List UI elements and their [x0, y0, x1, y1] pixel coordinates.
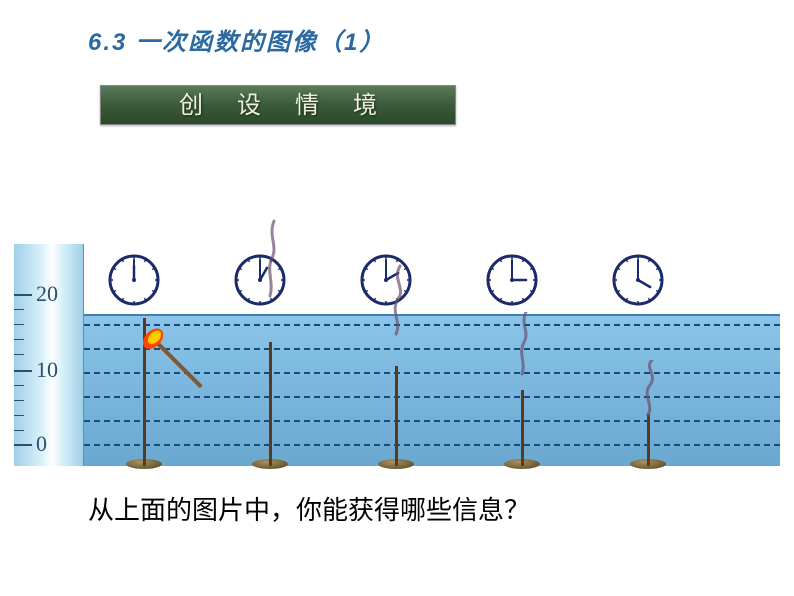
banner-text: 创 设 情 境 [179, 93, 391, 119]
smoke-icon [386, 356, 416, 466]
water-gridline [84, 420, 780, 422]
question-text: 从上面的图片中，你能获得哪些信息？ [88, 490, 530, 527]
ruler-tick-major [14, 444, 32, 446]
section-banner: 创 设 情 境 [100, 85, 456, 125]
clock-icon [108, 254, 160, 306]
ruler-label: 0 [36, 431, 47, 457]
ruler-tick-minor [14, 415, 24, 416]
smoke-icon [512, 380, 542, 466]
clock-icon [486, 254, 538, 306]
page-title: 6.3 一次函数的图像（1） [88, 22, 385, 57]
ruler-label: 10 [36, 357, 58, 383]
ruler-tick-minor [14, 400, 24, 401]
ruler-tick-minor [14, 430, 24, 431]
ruler-tick-minor [14, 309, 24, 310]
ruler: 20 10 0 [14, 244, 84, 466]
ruler-tick-major [14, 370, 32, 372]
water-gridline [84, 348, 780, 350]
water-gridline [84, 324, 780, 326]
incense-diagram: 20 10 0 [14, 244, 780, 466]
ruler-tick-minor [14, 324, 24, 325]
clock-icon [612, 254, 664, 306]
ruler-tick-major [14, 294, 32, 296]
ruler-label: 20 [36, 281, 58, 307]
ruler-tick-minor [14, 385, 24, 386]
smoke-icon [260, 332, 290, 466]
water-gridline [84, 444, 780, 446]
smoke-icon [638, 404, 668, 466]
ruler-tick-minor [14, 354, 24, 355]
ruler-tick-minor [14, 339, 24, 340]
